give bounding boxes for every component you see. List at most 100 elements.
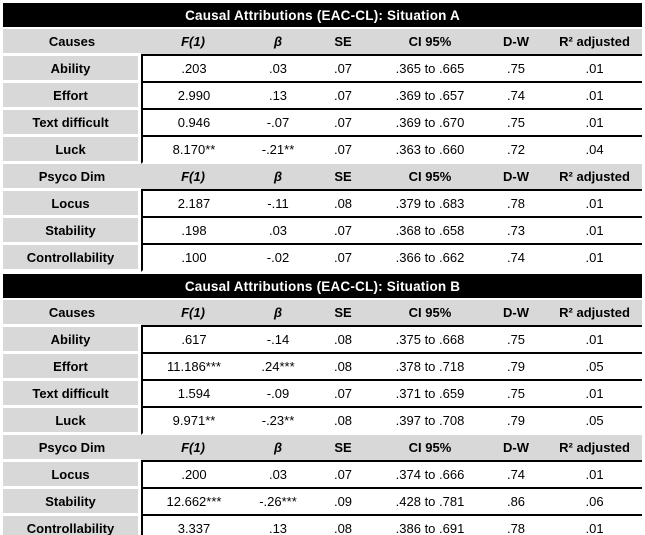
data-cell: .24***	[245, 354, 311, 381]
row-label: Controllability	[3, 516, 141, 535]
row-label: Effort	[3, 83, 141, 110]
table-row: Luck 8.170** -.21** .07.363 to .660.72.04	[3, 137, 643, 164]
column-header: D-W	[485, 300, 547, 327]
data-cell: 2.990	[141, 83, 245, 110]
data-cell: .397 to .708	[375, 408, 485, 435]
column-header: F(1)	[141, 435, 245, 462]
group-header-label: Psyco Dim	[3, 164, 141, 191]
data-cell: .07	[311, 218, 375, 245]
data-cell: .200	[141, 462, 245, 489]
header-row: Causes F(1) β SE CI 95% D-W R² adjusted	[3, 29, 643, 56]
data-cell: .428 to .781	[375, 489, 485, 516]
data-cell: .75	[485, 110, 547, 137]
column-header: R² adjusted	[547, 435, 643, 462]
data-cell: .363 to .660	[375, 137, 485, 164]
data-cell: 1.594	[141, 381, 245, 408]
data-cell: .05	[547, 354, 643, 381]
column-header: SE	[311, 300, 375, 327]
data-cell: .75	[485, 381, 547, 408]
table-row: Controllability 3.337.13.08.386 to .691.7…	[3, 516, 643, 535]
data-cell: .74	[485, 83, 547, 110]
data-cell: .72	[485, 137, 547, 164]
data-cell: .08	[311, 327, 375, 354]
row-label: Luck	[3, 137, 141, 164]
data-cell: .86	[485, 489, 547, 516]
section-title-row: Causal Attributions (EAC-CL): Situation …	[3, 272, 643, 300]
column-header: β	[245, 164, 311, 191]
data-cell: .01	[547, 110, 643, 137]
data-cell: .198	[141, 218, 245, 245]
data-cell: .01	[547, 83, 643, 110]
data-cell: .01	[547, 381, 643, 408]
data-cell: -.09	[245, 381, 311, 408]
row-label: Locus	[3, 191, 141, 218]
data-cell: .13	[245, 83, 311, 110]
column-header: β	[245, 300, 311, 327]
header-row: Psyco Dim F(1) β SE CI 95% D-W R² adjusted	[3, 435, 643, 462]
table-row: Locus 2.187 -.11.08.379 to .683.78.01	[3, 191, 643, 218]
data-cell: -.14	[245, 327, 311, 354]
row-label: Stability	[3, 218, 141, 245]
data-cell: .75	[485, 327, 547, 354]
row-label: Ability	[3, 327, 141, 354]
data-cell: .08	[311, 408, 375, 435]
data-cell: .01	[547, 327, 643, 354]
group-header-label: Causes	[3, 29, 141, 56]
table-row: Locus .200.03.07.374 to .666.74.01	[3, 462, 643, 489]
data-cell: .03	[245, 462, 311, 489]
column-header: CI 95%	[375, 435, 485, 462]
table-row: Stability .198.03.07.368 to .658.73.01	[3, 218, 643, 245]
column-header: D-W	[485, 435, 547, 462]
column-header: CI 95%	[375, 300, 485, 327]
data-cell: .73	[485, 218, 547, 245]
column-header: F(1)	[141, 29, 245, 56]
column-header: R² adjusted	[547, 29, 643, 56]
table-row: Effort 2.990.13.07.369 to .657.74.01	[3, 83, 643, 110]
data-cell: .04	[547, 137, 643, 164]
table-row: Luck 9.971** -.23** .08.397 to .708.79.05	[3, 408, 643, 435]
data-cell: .08	[311, 516, 375, 535]
column-header: R² adjusted	[547, 300, 643, 327]
data-cell: .07	[311, 381, 375, 408]
column-header: CI 95%	[375, 29, 485, 56]
data-cell: .375 to .668	[375, 327, 485, 354]
data-cell: .369 to .657	[375, 83, 485, 110]
table-row: Text difficult 1.594 -.09.07.371 to .659.7…	[3, 381, 643, 408]
data-cell: .75	[485, 56, 547, 83]
group-header-label: Psyco Dim	[3, 435, 141, 462]
data-cell: .79	[485, 354, 547, 381]
section-title-row: Causal Attributions (EAC-CL): Situation …	[3, 1, 643, 29]
data-cell: 8.170**	[141, 137, 245, 164]
column-header: F(1)	[141, 164, 245, 191]
data-cell: .01	[547, 462, 643, 489]
data-cell: .07	[311, 83, 375, 110]
data-cell: -.21**	[245, 137, 311, 164]
data-cell: .07	[311, 245, 375, 272]
attribution-table: Causal Attributions (EAC-CL): Situation …	[3, 1, 643, 535]
column-header: β	[245, 435, 311, 462]
data-cell: .368 to .658	[375, 218, 485, 245]
data-cell: .08	[311, 354, 375, 381]
header-row: Psyco Dim F(1) β SE CI 95% D-W R² adjusted	[3, 164, 643, 191]
row-label: Locus	[3, 462, 141, 489]
data-cell: .617	[141, 327, 245, 354]
data-cell: .379 to .683	[375, 191, 485, 218]
section-title: Causal Attributions (EAC-CL): Situation …	[3, 1, 643, 29]
data-cell: .07	[311, 110, 375, 137]
data-cell: .07	[311, 462, 375, 489]
table-row: Text difficult 0.946 -.07.07.369 to .670.7…	[3, 110, 643, 137]
row-label: Effort	[3, 354, 141, 381]
column-header: F(1)	[141, 300, 245, 327]
data-cell: -.26***	[245, 489, 311, 516]
table-row: Controllability .100 -.02.07.366 to .662.7…	[3, 245, 643, 272]
data-cell: .07	[311, 56, 375, 83]
column-header: R² adjusted	[547, 164, 643, 191]
data-cell: .06	[547, 489, 643, 516]
column-header: β	[245, 29, 311, 56]
data-cell: .78	[485, 191, 547, 218]
data-cell: .369 to .670	[375, 110, 485, 137]
data-cell: .366 to .662	[375, 245, 485, 272]
table-row: Ability .203.03.07.365 to .665.75.01	[3, 56, 643, 83]
data-cell: .386 to .691	[375, 516, 485, 535]
row-label: Text difficult	[3, 381, 141, 408]
